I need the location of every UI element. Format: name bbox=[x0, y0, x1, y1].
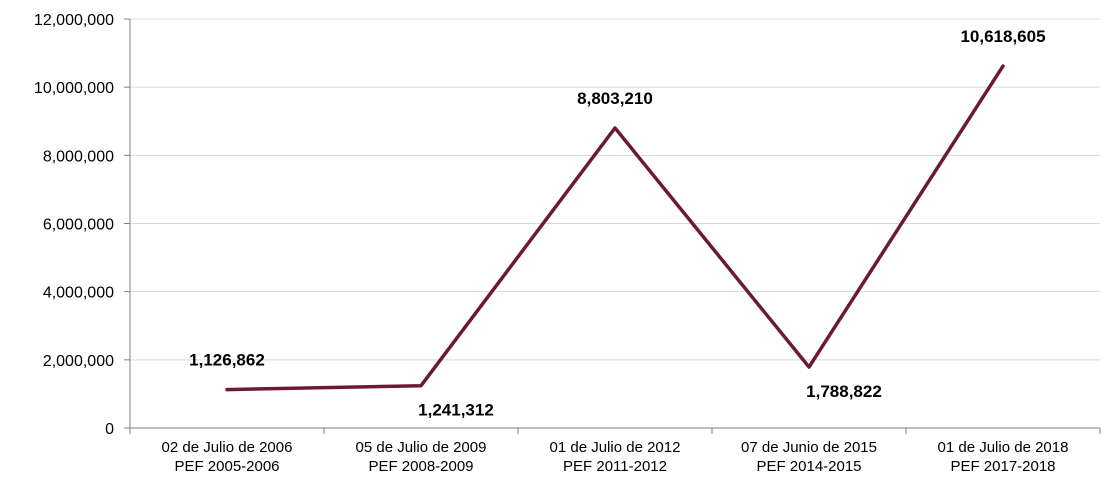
x-tick-label: 01 de Julio de 2018 PEF 2017-2018 bbox=[938, 439, 1069, 475]
y-tick-label: 6,000,000 bbox=[43, 217, 114, 234]
y-axis-ticks: 0 2,000,000 4,000,000 6,000,000 8,000,000 10,… bbox=[34, 12, 114, 438]
y-tick-label: 4,000,000 bbox=[43, 285, 114, 302]
data-point bbox=[1001, 64, 1005, 68]
x-axis-ticks: 02 de Julio de 2006 PEF 2005-2006 05 de Ju… bbox=[162, 439, 1069, 475]
data-point bbox=[807, 365, 811, 369]
x-tick-label: 02 de Julio de 2006 PEF 2005-2006 bbox=[162, 439, 293, 475]
data-point bbox=[613, 126, 617, 130]
series-line bbox=[225, 64, 1005, 392]
y-tick-label: 8,000,000 bbox=[43, 148, 114, 165]
gridlines bbox=[130, 18, 1100, 361]
y-tick-label: 10,000,000 bbox=[34, 80, 114, 97]
series bbox=[225, 64, 1005, 392]
axes bbox=[124, 18, 1101, 434]
x-tick-label: 07 de Junio de 2015 PEF 2014-2015 bbox=[741, 439, 877, 475]
y-tick-label: 2,000,000 bbox=[43, 353, 114, 370]
data-label: 10,618,605 bbox=[960, 27, 1045, 46]
x-tick-label: 05 de Julio de 2009 PEF 2008-2009 bbox=[356, 439, 487, 475]
data-point bbox=[225, 388, 229, 392]
data-point bbox=[419, 384, 423, 388]
data-labels: 1,126,862 1,241,312 8,803,210 1,788,822 10,6… bbox=[189, 27, 1045, 420]
data-label: 1,126,862 bbox=[189, 351, 265, 370]
y-tick-label: 12,000,000 bbox=[34, 12, 114, 29]
data-label: 1,788,822 bbox=[806, 382, 882, 401]
data-label: 8,803,210 bbox=[577, 89, 653, 108]
data-label: 1,241,312 bbox=[418, 401, 494, 420]
y-tick-label: 0 bbox=[105, 421, 114, 438]
x-tick-label: 01 de Julio de 2012 PEF 2011-2012 bbox=[550, 439, 681, 475]
